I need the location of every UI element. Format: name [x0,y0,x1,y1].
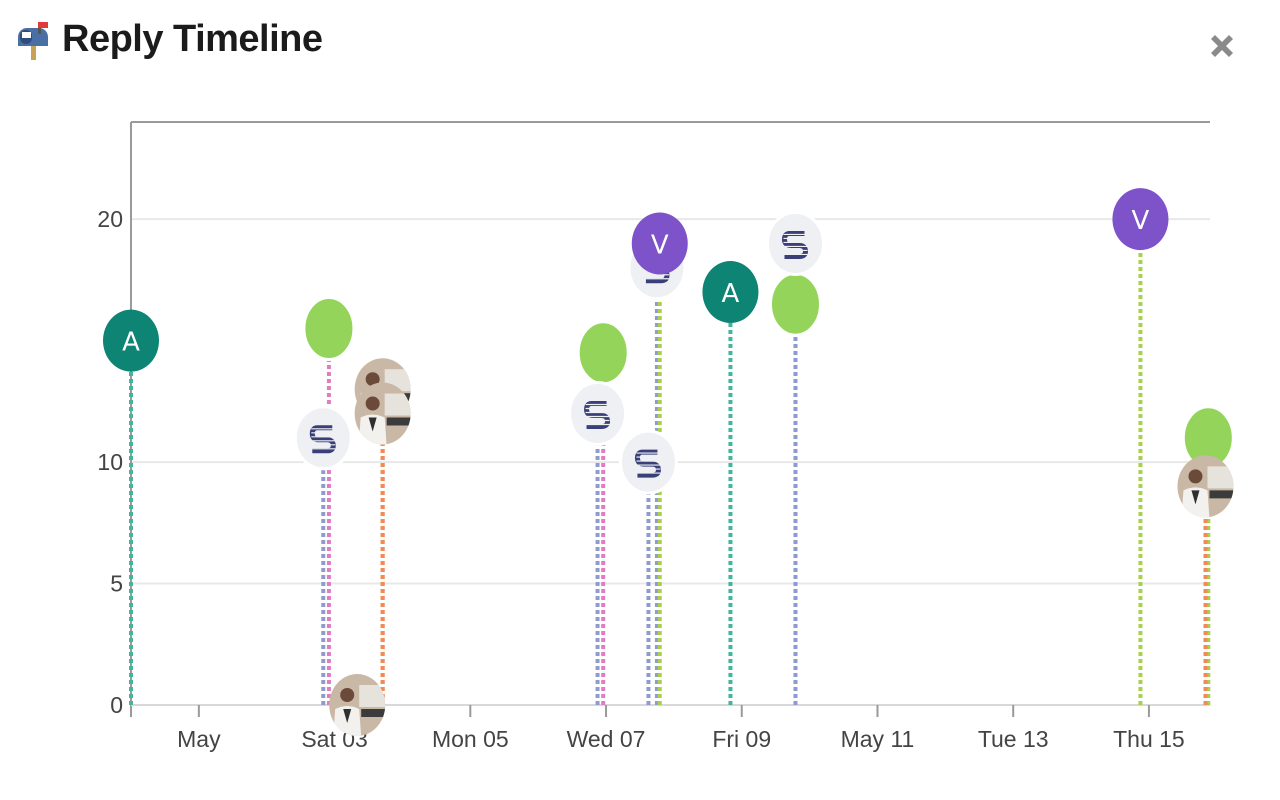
reply-marker: V [631,212,688,275]
reply-marker [302,295,356,361]
reply-marker: V [1112,188,1169,251]
y-tick-label: 5 [110,571,123,597]
reply-marker [568,381,628,446]
mailbox-icon [14,20,52,60]
reply-marker [329,674,386,736]
reply-marker [1177,455,1234,518]
reply-marker [765,210,825,276]
avatar-letter: V [1132,206,1150,236]
reply-marker [768,271,822,337]
x-tick-label: May [177,726,221,752]
reply-marker [618,429,678,495]
purple-avatar-icon [1112,188,1169,251]
photo-avatar-icon [354,382,411,445]
y-tick-label: 0 [110,692,123,718]
green-avatar-icon [576,320,630,386]
header: Reply Timeline [14,18,323,61]
reply-marker: A [702,261,759,324]
x-tick-label: Fri 09 [712,726,771,752]
x-tick-label: Wed 07 [567,726,646,752]
photo-avatar-icon [329,674,386,736]
purple-avatar-icon [631,212,688,275]
avatar-letter: A [122,328,140,358]
x-tick-label: May 11 [841,726,915,752]
x-tick-label: Mon 05 [432,726,509,752]
teal-avatar-icon [702,261,759,324]
avatar-letter: A [722,279,740,309]
avatar-letter: V [651,230,669,260]
close-button[interactable] [1204,28,1240,64]
close-x-icon [1211,35,1233,57]
teal-avatar-icon [103,309,159,372]
x-tick-label: Tue 13 [978,726,1049,752]
reply-marker [576,320,630,386]
page-title: Reply Timeline [62,18,323,60]
y-tick-label: 10 [97,449,123,475]
green-avatar-icon [302,295,356,361]
reply-marker [354,382,411,445]
green-avatar-icon [768,271,822,337]
reply-marker: A [103,309,159,372]
y-tick-label: 20 [97,206,123,232]
x-tick-label: Thu 15 [1113,726,1185,752]
reply-marker [293,405,353,471]
photo-avatar-icon [1177,455,1234,518]
